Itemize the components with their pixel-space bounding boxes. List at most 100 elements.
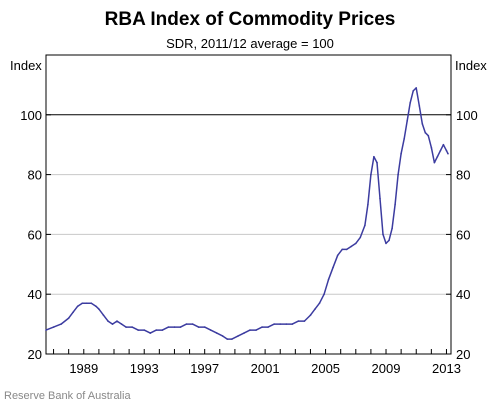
data-point <box>237 335 239 337</box>
data-point <box>388 239 390 242</box>
data-point <box>427 134 430 137</box>
chart-title: RBA Index of Commodity Prices <box>105 9 396 30</box>
data-point <box>370 173 372 176</box>
x-tick-label: 2005 <box>311 361 340 376</box>
data-point <box>406 120 409 122</box>
data-point <box>303 320 306 322</box>
data-point <box>445 149 448 152</box>
data-point <box>421 123 424 125</box>
data-point <box>45 329 47 331</box>
data-point <box>116 320 118 322</box>
data-point <box>226 338 229 340</box>
data-point <box>216 332 218 334</box>
series-group <box>45 87 449 340</box>
x-tick-label: 1989 <box>69 361 98 376</box>
data-point <box>95 305 97 308</box>
data-point <box>447 152 449 155</box>
data-point <box>400 152 402 155</box>
data-point <box>231 338 233 340</box>
data-point <box>379 197 381 200</box>
data-point <box>430 146 433 149</box>
data-point <box>318 302 321 305</box>
x-tick-label: 2013 <box>432 361 461 376</box>
data-point <box>341 248 344 251</box>
chart-subtitle: SDR, 2011/12 average = 100 <box>166 36 334 51</box>
y-tick-label-left: 40 <box>28 287 42 302</box>
data-point <box>72 311 74 313</box>
series-line-0 <box>45 87 449 340</box>
data-point <box>120 323 123 325</box>
data-point <box>81 302 84 305</box>
data-point <box>255 329 257 331</box>
data-point <box>143 329 145 331</box>
data-point <box>355 242 357 245</box>
data-point <box>155 329 158 331</box>
data-point <box>107 320 109 322</box>
x-tick-label: 1993 <box>130 361 159 376</box>
data-point <box>179 326 182 328</box>
data-point <box>424 131 427 134</box>
data-point <box>415 87 418 89</box>
data-point <box>191 323 194 325</box>
y-tick-label-right: 80 <box>456 168 470 183</box>
data-point <box>397 173 399 176</box>
plot-frame <box>45 54 452 355</box>
data-point <box>309 314 312 316</box>
x-tick-label: 2009 <box>372 361 401 376</box>
data-point <box>373 155 375 158</box>
data-point <box>249 329 251 331</box>
y-tick-label-left: 20 <box>28 347 42 362</box>
source-note: Reserve Bank of Australia <box>4 390 131 402</box>
data-point <box>267 326 269 328</box>
x-tick-label: 2001 <box>251 361 280 376</box>
data-point <box>149 332 152 334</box>
data-point <box>60 323 62 325</box>
data-point <box>345 248 348 251</box>
data-point <box>359 236 362 239</box>
data-point <box>291 323 294 325</box>
y-axis-label-right: Index <box>455 58 487 73</box>
data-point <box>382 233 384 236</box>
data-point <box>102 314 105 316</box>
data-point <box>86 302 88 305</box>
data-point <box>185 323 188 325</box>
data-point <box>285 323 288 325</box>
data-point <box>409 102 412 104</box>
y-tick-label-right: 40 <box>456 287 470 302</box>
data-point <box>203 326 206 328</box>
data-point <box>385 242 387 245</box>
data-point <box>161 329 164 331</box>
y-tick-label-right: 20 <box>456 347 470 362</box>
data-point <box>209 329 212 331</box>
data-point <box>173 326 176 328</box>
data-point <box>394 203 396 206</box>
data-point <box>243 332 245 334</box>
data-point <box>279 323 282 325</box>
data-point <box>323 293 325 296</box>
data-point <box>98 308 100 310</box>
data-point <box>297 320 300 322</box>
data-point <box>111 323 114 325</box>
y-tick-label-left: 60 <box>28 227 42 242</box>
data-point <box>442 143 445 146</box>
data-point <box>273 323 276 325</box>
y-ticks: 20 20 40 40 60 60 80 80 100 100 <box>20 108 477 362</box>
data-point <box>90 302 93 305</box>
data-point <box>418 105 421 107</box>
data-point <box>197 326 200 328</box>
data-point <box>167 326 170 328</box>
data-point <box>367 203 369 206</box>
data-point <box>67 317 70 319</box>
x-tick-label: 1997 <box>190 361 219 376</box>
data-point <box>131 326 133 328</box>
data-point <box>376 161 378 164</box>
data-point <box>412 90 415 92</box>
data-point <box>391 227 393 230</box>
data-point <box>137 329 139 331</box>
data-point <box>436 155 439 158</box>
data-point <box>76 305 79 308</box>
data-point <box>261 326 263 328</box>
data-point <box>314 308 316 310</box>
